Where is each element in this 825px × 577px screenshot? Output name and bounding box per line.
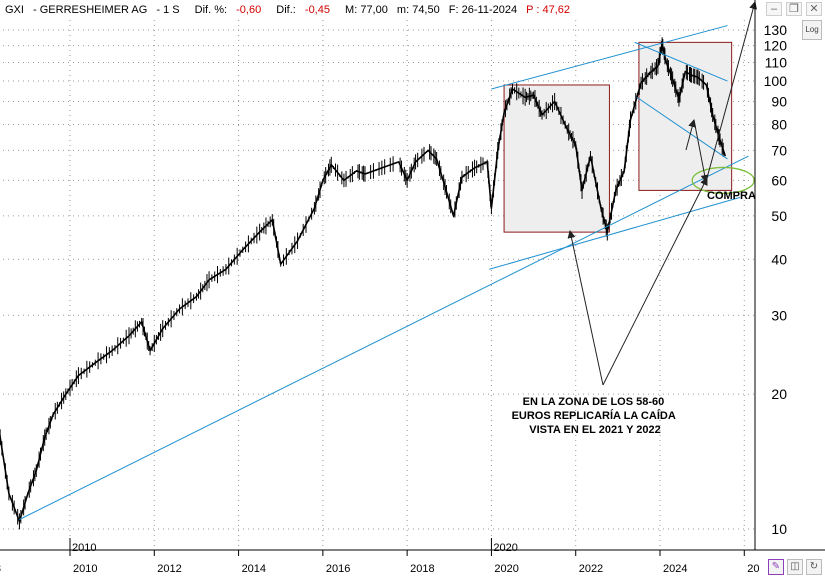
y-tick-label: 30 bbox=[771, 307, 787, 323]
min-value: m: 74,50 bbox=[396, 4, 440, 16]
y-tick-label: 80 bbox=[771, 116, 787, 132]
trendline bbox=[636, 96, 728, 160]
x-tick-label: 20 bbox=[747, 563, 759, 575]
restore-icon[interactable]: ❐ bbox=[786, 2, 802, 16]
y-tick-label: 130 bbox=[764, 22, 788, 38]
x-tick-label: 2010 bbox=[73, 563, 97, 575]
annotation-arrows bbox=[567, 1, 758, 386]
window-controls: – ❐ ✕ bbox=[766, 2, 822, 16]
date-value: F: 26-11-2024 bbox=[448, 4, 518, 16]
bucket-icon[interactable]: ◫ bbox=[787, 559, 803, 575]
x-tick-label: 08 bbox=[0, 563, 1, 575]
price-value: P : 47,62 bbox=[526, 4, 570, 16]
annotation-arrow bbox=[602, 177, 708, 386]
log-scale-button[interactable]: Log bbox=[802, 20, 822, 40]
trendline bbox=[19, 155, 749, 520]
y-tick-label: 120 bbox=[764, 38, 788, 54]
range-box bbox=[638, 41, 733, 191]
x-tick-label: 2014 bbox=[242, 563, 266, 575]
trendline bbox=[489, 196, 741, 270]
refresh-icon[interactable]: ↻ bbox=[806, 559, 822, 575]
dif: Dif.: -0,45 bbox=[276, 4, 330, 16]
y-tick-label: 90 bbox=[771, 94, 787, 110]
trendline bbox=[491, 25, 728, 90]
upper-x-label: 2020 bbox=[493, 542, 517, 554]
bottom-toolbar: ✎ ◫ ↻ bbox=[768, 559, 822, 575]
price-series bbox=[0, 37, 727, 530]
x-tick-label: 2016 bbox=[326, 563, 350, 575]
pen-icon[interactable]: ✎ bbox=[768, 559, 784, 575]
trendline bbox=[634, 41, 728, 82]
price-line bbox=[0, 43, 727, 523]
y-tick-label: 60 bbox=[771, 172, 787, 188]
annotation-arrow bbox=[567, 230, 604, 386]
trendlines bbox=[19, 25, 755, 520]
y-tick-label: 110 bbox=[765, 54, 788, 70]
x-tick-label: 2020 bbox=[494, 563, 518, 575]
annotation-arrow bbox=[685, 119, 697, 151]
x-tick-label: 2018 bbox=[410, 563, 434, 575]
y-tick-label: 100 bbox=[764, 73, 788, 89]
grid bbox=[3, 20, 755, 550]
y-tick-label: 50 bbox=[771, 208, 787, 224]
x-tick-label: 2012 bbox=[157, 563, 181, 575]
close-icon[interactable]: ✕ bbox=[806, 2, 822, 16]
x-tick-label: 2022 bbox=[579, 563, 603, 575]
x-tick-label: 2024 bbox=[663, 563, 687, 575]
y-tick-label: 70 bbox=[771, 142, 787, 158]
y-tick-label: 40 bbox=[771, 251, 787, 267]
chart-header: GXI - GERRESHEIMER AG - 1 S Dif. %: -0,6… bbox=[0, 0, 765, 20]
annotation-text-compra: COMPRA bbox=[707, 190, 756, 202]
upper-x-label: 2010 bbox=[72, 542, 96, 554]
y-tick-label: 10 bbox=[771, 521, 787, 537]
max-value: M: 77,00 bbox=[345, 4, 388, 16]
ticker-title: GXI - GERRESHEIMER AG - 1 S bbox=[5, 4, 180, 16]
y-tick-label: 20 bbox=[771, 386, 787, 402]
annotation-arrow bbox=[693, 119, 709, 183]
annotation-arrow bbox=[706, 1, 758, 179]
annotation-text-zona: EN LA ZONA DE LOS 58-60 EUROS REPLICARÍA… bbox=[512, 396, 679, 436]
buy-zone-ellipse bbox=[691, 166, 755, 195]
dif-pct: Dif. %: -0,60 bbox=[194, 4, 262, 16]
minimize-icon[interactable]: – bbox=[766, 2, 782, 16]
